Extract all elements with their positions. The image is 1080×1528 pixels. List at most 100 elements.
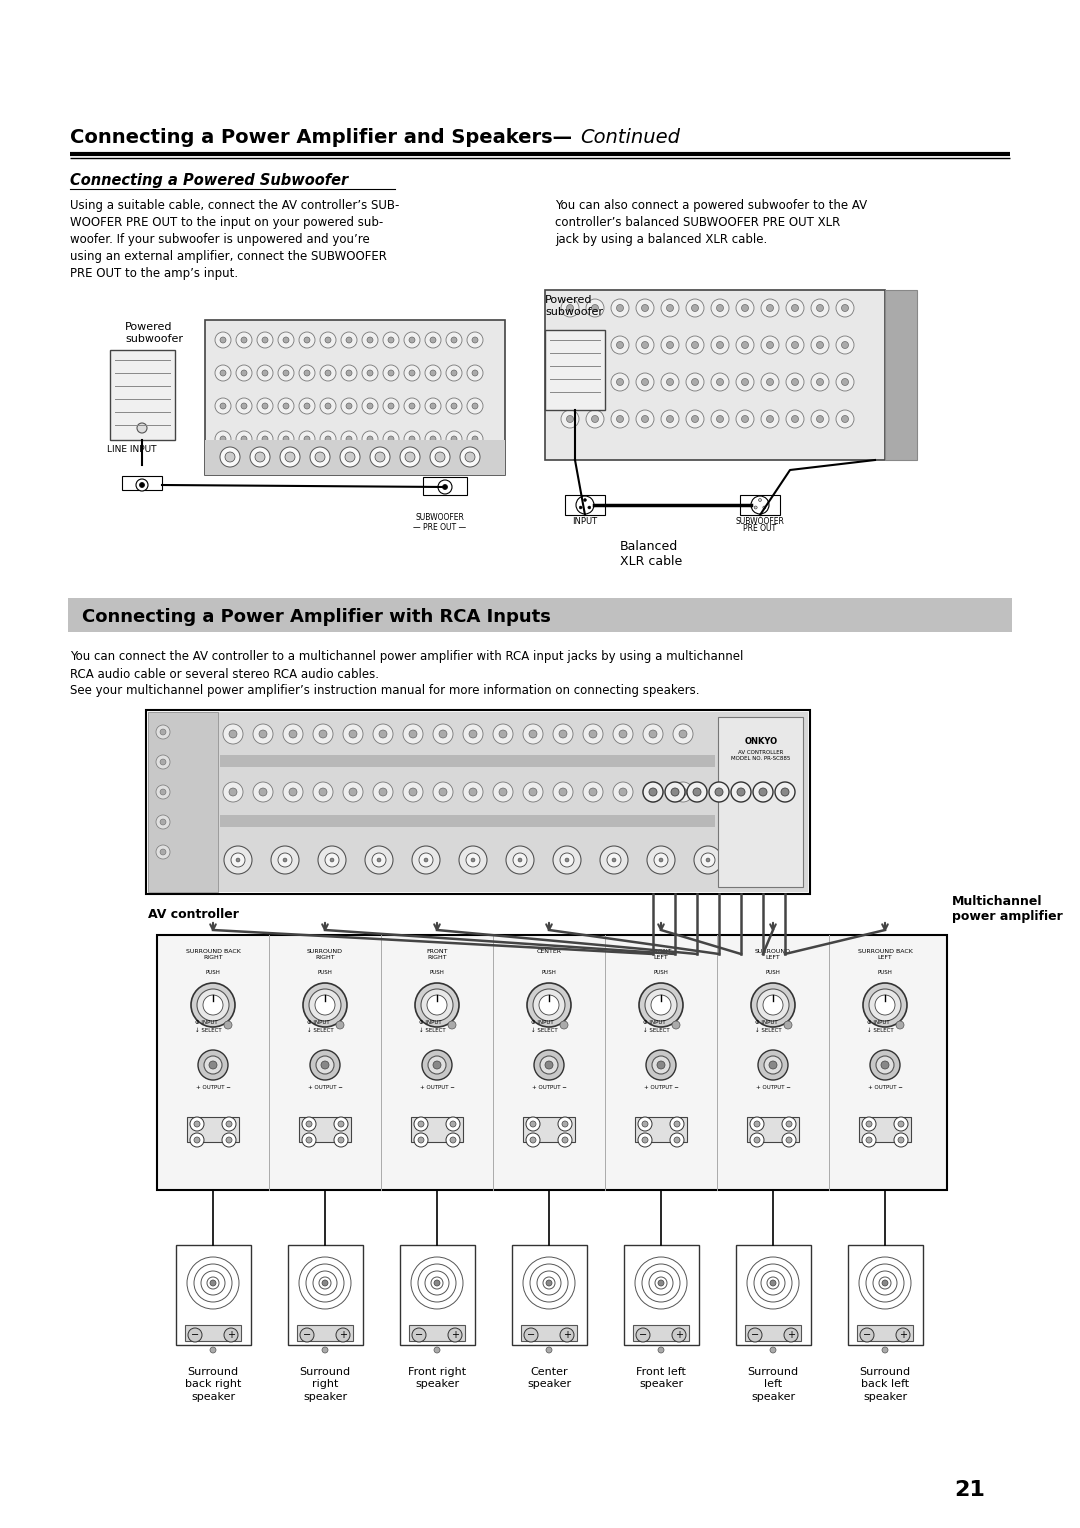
Circle shape <box>229 730 237 738</box>
Circle shape <box>160 788 166 795</box>
Circle shape <box>671 788 679 796</box>
Circle shape <box>257 332 273 348</box>
Circle shape <box>341 431 357 448</box>
Circle shape <box>160 729 166 735</box>
Text: ⊕ INPUT: ⊕ INPUT <box>755 1021 778 1025</box>
Text: Center
speaker: Center speaker <box>527 1368 571 1389</box>
Text: ⊕ INPUT: ⊕ INPUT <box>643 1021 665 1025</box>
Circle shape <box>388 370 394 376</box>
Text: CENTER: CENTER <box>537 949 562 953</box>
Circle shape <box>222 1117 237 1131</box>
Circle shape <box>409 730 417 738</box>
Circle shape <box>362 365 378 380</box>
Circle shape <box>711 336 729 354</box>
Circle shape <box>446 365 462 380</box>
Circle shape <box>156 845 170 859</box>
Circle shape <box>600 847 627 874</box>
Circle shape <box>362 397 378 414</box>
Circle shape <box>767 379 773 385</box>
Circle shape <box>539 995 559 1015</box>
Circle shape <box>636 299 654 316</box>
Circle shape <box>318 847 346 874</box>
Circle shape <box>424 859 428 862</box>
Circle shape <box>259 730 267 738</box>
Circle shape <box>459 847 487 874</box>
Text: Surround
back right
speaker: Surround back right speaker <box>185 1368 241 1401</box>
Circle shape <box>383 332 399 348</box>
Circle shape <box>367 435 373 442</box>
Text: +: + <box>451 1329 459 1340</box>
Circle shape <box>343 724 363 744</box>
Circle shape <box>643 724 663 744</box>
Circle shape <box>379 730 387 738</box>
Circle shape <box>349 788 357 796</box>
Circle shape <box>302 1117 316 1131</box>
Bar <box>68 597 1012 633</box>
Circle shape <box>862 1132 876 1148</box>
Circle shape <box>841 379 849 385</box>
Circle shape <box>607 853 621 866</box>
Circle shape <box>467 431 483 448</box>
Circle shape <box>411 847 440 874</box>
Circle shape <box>451 403 457 410</box>
Circle shape <box>757 989 789 1021</box>
Circle shape <box>586 373 604 391</box>
Circle shape <box>499 788 507 796</box>
Circle shape <box>409 403 415 410</box>
Circle shape <box>373 724 393 744</box>
Circle shape <box>373 782 393 802</box>
Circle shape <box>253 782 273 802</box>
Circle shape <box>309 989 341 1021</box>
Circle shape <box>866 1122 872 1128</box>
Text: Surround
back left
speaker: Surround back left speaker <box>860 1368 910 1401</box>
Text: AV CONTROLLER
MODEL NO. PR-SC885: AV CONTROLLER MODEL NO. PR-SC885 <box>731 750 791 761</box>
Circle shape <box>762 995 783 1015</box>
Text: + OUTPUT −: + OUTPUT − <box>419 1085 455 1089</box>
Text: Balanced
XLR cable: Balanced XLR cable <box>620 539 683 568</box>
Bar <box>512 1245 588 1345</box>
Circle shape <box>346 403 352 410</box>
Circle shape <box>716 304 724 312</box>
Bar <box>523 1117 575 1141</box>
Circle shape <box>409 338 415 342</box>
Bar <box>411 1117 463 1141</box>
Circle shape <box>735 373 754 391</box>
Circle shape <box>313 782 333 802</box>
Circle shape <box>643 782 663 802</box>
Circle shape <box>346 370 352 376</box>
Circle shape <box>160 819 166 825</box>
Circle shape <box>567 416 573 423</box>
Circle shape <box>310 1050 340 1080</box>
Circle shape <box>735 410 754 428</box>
Circle shape <box>403 782 423 802</box>
Circle shape <box>679 788 687 796</box>
Bar <box>220 755 715 767</box>
Circle shape <box>465 452 475 461</box>
Bar <box>521 1325 577 1342</box>
Circle shape <box>262 435 268 442</box>
Circle shape <box>469 788 477 796</box>
Circle shape <box>518 859 522 862</box>
Circle shape <box>280 448 300 468</box>
Circle shape <box>645 989 677 1021</box>
Circle shape <box>775 782 795 802</box>
Text: ↓ SELECT: ↓ SELECT <box>307 1028 334 1033</box>
Circle shape <box>197 989 229 1021</box>
Circle shape <box>751 497 769 513</box>
Circle shape <box>194 1137 200 1143</box>
Circle shape <box>592 379 598 385</box>
Circle shape <box>545 1060 553 1070</box>
Circle shape <box>686 410 704 428</box>
Text: FRONT
RIGHT: FRONT RIGHT <box>427 949 448 960</box>
Text: FRONT
LEFT: FRONT LEFT <box>650 949 672 960</box>
Circle shape <box>377 859 381 862</box>
Circle shape <box>613 724 633 744</box>
Circle shape <box>716 341 724 348</box>
Text: −: − <box>863 1329 872 1340</box>
Circle shape <box>658 1348 664 1352</box>
Circle shape <box>540 1056 558 1074</box>
Circle shape <box>565 859 569 862</box>
Circle shape <box>811 373 829 391</box>
Circle shape <box>283 782 303 802</box>
Circle shape <box>836 373 854 391</box>
